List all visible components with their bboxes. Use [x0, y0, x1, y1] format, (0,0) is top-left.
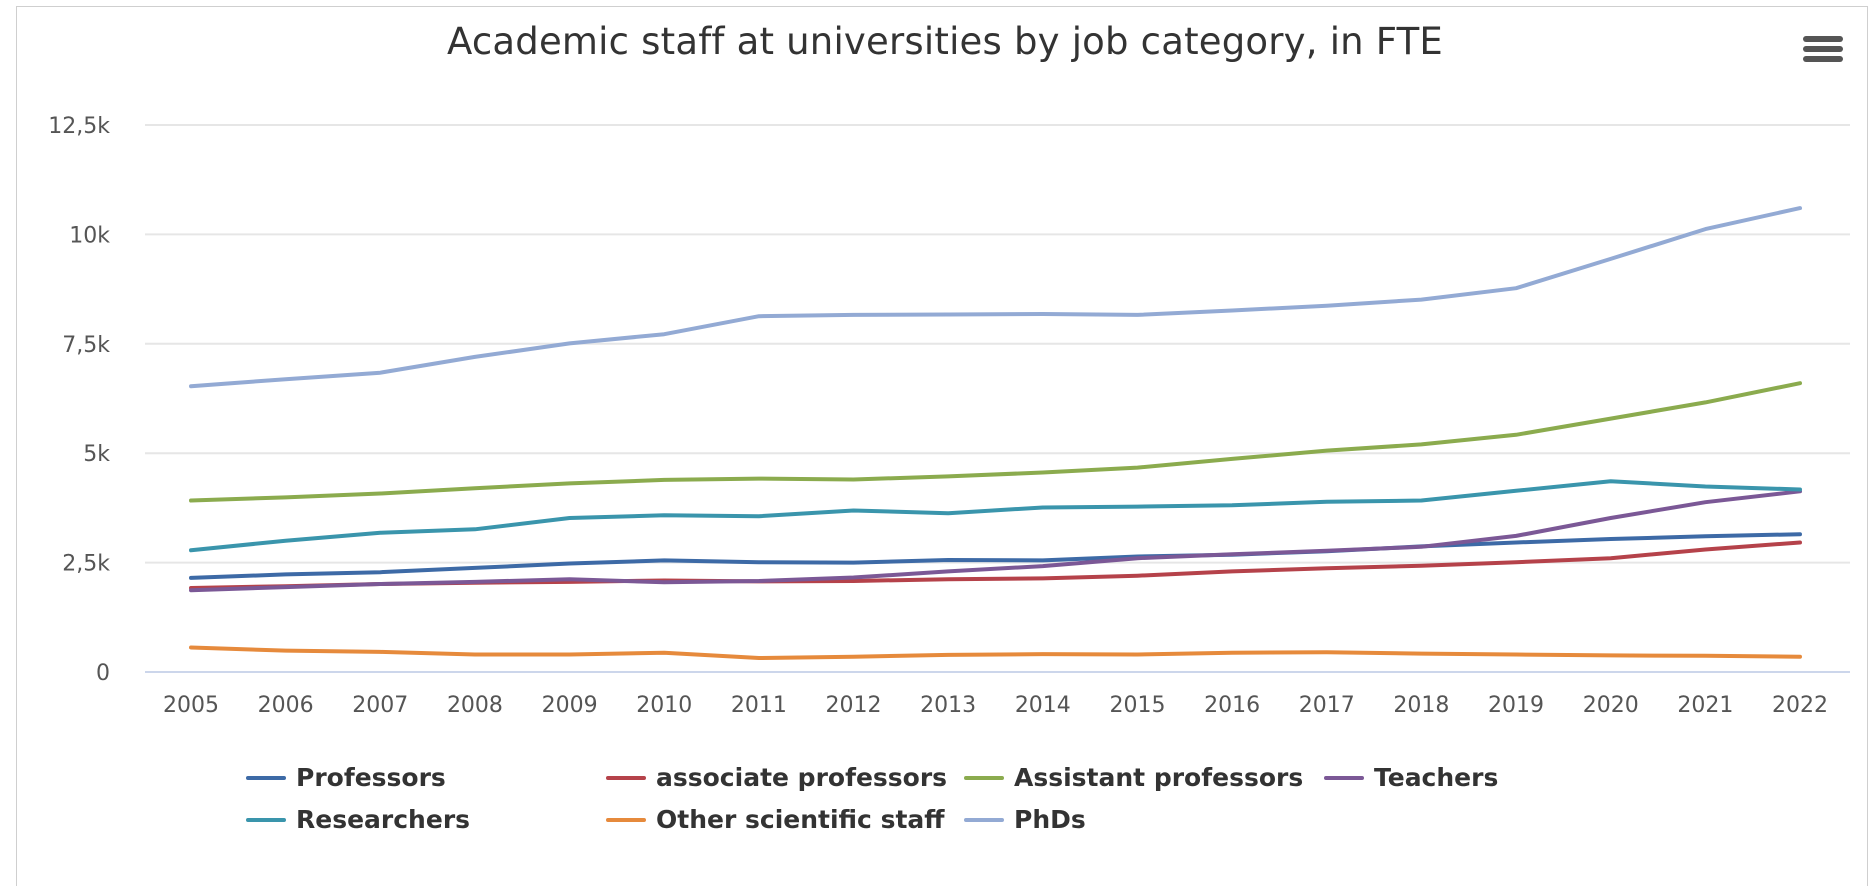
series-line-researchers[interactable] [189, 479, 1802, 553]
legend-item-professors[interactable]: Professors [246, 763, 446, 792]
chart-title: Academic staff at universities by job ca… [446, 20, 1443, 63]
legend-swatch [246, 775, 286, 780]
y-tick-label: 5k [83, 442, 110, 467]
y-tick-label: 7,5k [62, 333, 110, 358]
x-tick-label: 2016 [1204, 693, 1260, 718]
series-lines [189, 206, 1802, 660]
legend-item-teachers[interactable]: Teachers [1324, 763, 1498, 792]
legend-label: Other scientific staff [656, 805, 945, 834]
x-tick-label: 2014 [1015, 693, 1071, 718]
legend-label: Professors [296, 763, 446, 792]
x-tick-label: 2011 [731, 693, 787, 718]
legend-swatch [964, 775, 1004, 780]
x-tick-label: 2009 [542, 693, 598, 718]
legend-swatch [606, 817, 646, 822]
x-tick-label: 2021 [1677, 693, 1733, 718]
legend-item-phds[interactable]: PhDs [964, 805, 1086, 834]
x-axis-tick-labels: 2005 2006 2007 2008 2009 2010 2011 2012 2013 2014… [163, 693, 1828, 718]
series-line-phds[interactable] [189, 206, 1802, 389]
x-tick-label: 2007 [352, 693, 408, 718]
legend-item-researchers[interactable]: Researchers [246, 805, 470, 834]
legend-swatch [246, 817, 286, 822]
legend: Professors associate professors Assistant … [246, 763, 1646, 853]
x-tick-label: 2018 [1393, 693, 1449, 718]
x-tick-label: 2005 [163, 693, 219, 718]
legend-label: associate professors [656, 763, 948, 792]
legend-label: Researchers [296, 805, 471, 834]
legend-label: Assistant professors [1014, 763, 1304, 792]
x-tick-label: 2017 [1299, 693, 1355, 718]
series-line-professors[interactable] [189, 532, 1802, 580]
legend-label: PhDs [1014, 805, 1086, 834]
y-tick-label: 12,5k [48, 114, 110, 139]
series-line-other-scientific-staff[interactable] [189, 645, 1802, 660]
y-axis-tick-labels: 0 2,5k 5k 7,5k 10k 12,5k [48, 114, 110, 686]
chart-container [16, 6, 1868, 886]
x-tick-label: 2010 [636, 693, 692, 718]
x-tick-label: 2019 [1488, 693, 1544, 718]
x-tick-label: 2012 [826, 693, 882, 718]
legend-swatch [1324, 775, 1364, 780]
y-tick-label: 10k [69, 223, 110, 248]
x-tick-label: 2008 [447, 693, 503, 718]
hamburger-menu-icon[interactable] [1803, 36, 1843, 72]
legend-swatch [606, 775, 646, 780]
legend-item-other-scientific-staff[interactable]: Other scientific staff [606, 805, 945, 834]
series-line-assistant-professors[interactable] [189, 381, 1802, 503]
legend-label: Teachers [1374, 763, 1499, 792]
y-tick-label: 2,5k [62, 552, 110, 577]
series-line-teachers[interactable] [189, 489, 1802, 593]
legend-item-associate-professors[interactable]: associate professors [606, 763, 947, 792]
legend-item-assistant-professors[interactable]: Assistant professors [964, 763, 1303, 792]
grid-lines [145, 124, 1850, 564]
y-tick-label: 0 [96, 661, 110, 686]
legend-swatch [964, 817, 1004, 822]
x-tick-label: 2006 [258, 693, 314, 718]
x-tick-label: 2015 [1109, 693, 1165, 718]
x-tick-label: 2022 [1772, 693, 1828, 718]
x-tick-label: 2020 [1583, 693, 1639, 718]
x-tick-label: 2013 [920, 693, 976, 718]
